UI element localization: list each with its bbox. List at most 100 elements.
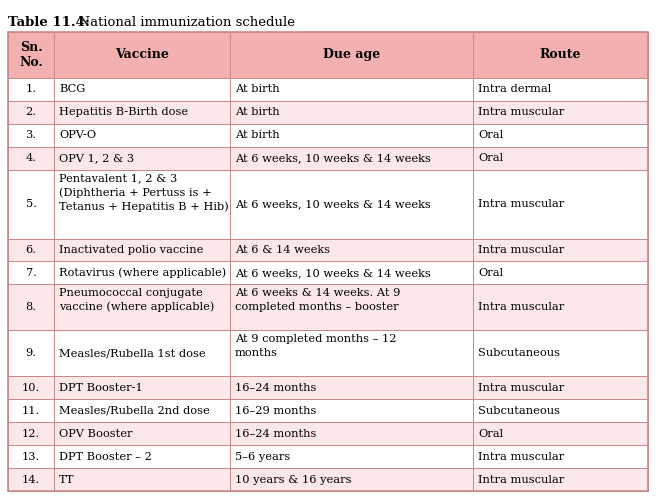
Bar (8, 124, 54, 147)
Bar (54, 32, 230, 78)
Bar (8, 101, 54, 124)
Bar (473, 422, 648, 445)
Text: 10 years & 16 years: 10 years & 16 years (235, 475, 352, 485)
Bar (473, 399, 648, 422)
Bar (230, 330, 473, 376)
Bar (473, 101, 648, 124)
Text: Intra muscular: Intra muscular (478, 199, 565, 209)
Text: Oral: Oral (478, 429, 503, 439)
Text: 5.: 5. (26, 199, 37, 209)
Bar (230, 170, 473, 239)
Bar (54, 422, 230, 445)
Text: At 6 & 14 weeks: At 6 & 14 weeks (235, 245, 330, 255)
Text: At birth: At birth (235, 130, 279, 140)
Text: 16–24 months: 16–24 months (235, 383, 316, 393)
Bar (473, 376, 648, 399)
Text: 5–6 years: 5–6 years (235, 452, 291, 462)
Bar (473, 124, 648, 147)
Bar (54, 124, 230, 147)
Bar (473, 261, 648, 284)
Text: 3.: 3. (26, 130, 37, 140)
Bar (230, 468, 473, 491)
Bar (230, 399, 473, 422)
Text: Subcutaneous: Subcutaneous (478, 348, 560, 358)
Bar (8, 445, 54, 468)
Bar (54, 468, 230, 491)
Text: At birth: At birth (235, 107, 279, 117)
Bar (473, 445, 648, 468)
Bar (54, 399, 230, 422)
Bar (54, 261, 230, 284)
Bar (54, 330, 230, 376)
Text: Pneumococcal conjugate
vaccine (where applicable): Pneumococcal conjugate vaccine (where ap… (59, 288, 215, 312)
Text: 10.: 10. (22, 383, 40, 393)
Text: Oral: Oral (478, 130, 503, 140)
Bar (8, 399, 54, 422)
Text: Route: Route (540, 48, 581, 61)
Bar (230, 284, 473, 330)
Text: At 6 weeks & 14 weeks. At 9
completed months – booster: At 6 weeks & 14 weeks. At 9 completed mo… (235, 288, 400, 312)
Text: Intra muscular: Intra muscular (478, 475, 565, 485)
Text: Due age: Due age (323, 48, 380, 61)
Bar (473, 239, 648, 261)
Text: Intra muscular: Intra muscular (478, 452, 565, 462)
Bar (54, 445, 230, 468)
Bar (8, 78, 54, 101)
Text: Intra muscular: Intra muscular (478, 107, 565, 117)
Bar (8, 147, 54, 170)
Text: OPV-O: OPV-O (59, 130, 96, 140)
Bar (54, 78, 230, 101)
Text: 4.: 4. (26, 153, 37, 163)
Text: 11.: 11. (22, 406, 40, 416)
Bar (473, 78, 648, 101)
Text: 1.: 1. (26, 84, 37, 94)
Bar (8, 284, 54, 330)
Text: At 6 weeks, 10 weeks & 14 weeks: At 6 weeks, 10 weeks & 14 weeks (235, 153, 431, 163)
Text: At 9 completed months – 12
months: At 9 completed months – 12 months (235, 334, 397, 358)
Bar (230, 239, 473, 261)
Text: Inactivated polio vaccine: Inactivated polio vaccine (59, 245, 203, 255)
Text: Vaccine: Vaccine (115, 48, 169, 61)
Bar (230, 147, 473, 170)
Text: 7.: 7. (26, 268, 37, 278)
Text: At birth: At birth (235, 84, 279, 94)
Text: At 6 weeks, 10 weeks & 14 weeks: At 6 weeks, 10 weeks & 14 weeks (235, 268, 431, 278)
Text: 6.: 6. (26, 245, 37, 255)
Text: 9.: 9. (26, 348, 37, 358)
Bar (8, 261, 54, 284)
Bar (473, 330, 648, 376)
Text: OPV Booster: OPV Booster (59, 429, 133, 439)
Text: Rotavirus (where applicable): Rotavirus (where applicable) (59, 267, 226, 278)
Text: Intra muscular: Intra muscular (478, 302, 565, 312)
Text: Pentavalent 1, 2 & 3
(Diphtheria + Pertuss is +
Tetanus + Hepatitis B + Hib): Pentavalent 1, 2 & 3 (Diphtheria + Pertu… (59, 174, 229, 212)
Bar (54, 101, 230, 124)
Text: Intra muscular: Intra muscular (478, 383, 565, 393)
Text: Measles/Rubella 1st dose: Measles/Rubella 1st dose (59, 348, 206, 358)
Text: National immunization schedule: National immunization schedule (70, 16, 295, 29)
Text: Oral: Oral (478, 153, 503, 163)
Bar (54, 376, 230, 399)
Bar (54, 284, 230, 330)
Bar (8, 239, 54, 261)
Bar (8, 170, 54, 239)
Bar (473, 170, 648, 239)
Text: Intra dermal: Intra dermal (478, 84, 552, 94)
Text: 2.: 2. (26, 107, 37, 117)
Text: Oral: Oral (478, 268, 503, 278)
Text: 8.: 8. (26, 302, 37, 312)
Bar (8, 422, 54, 445)
Bar (8, 32, 54, 78)
Text: OPV 1, 2 & 3: OPV 1, 2 & 3 (59, 153, 134, 163)
Bar (230, 78, 473, 101)
Bar (54, 147, 230, 170)
Bar (230, 261, 473, 284)
Bar (230, 124, 473, 147)
Text: Intra muscular: Intra muscular (478, 245, 565, 255)
Text: Measles/Rubella 2nd dose: Measles/Rubella 2nd dose (59, 406, 210, 416)
Bar (230, 32, 473, 78)
Text: Hepatitis B-Birth dose: Hepatitis B-Birth dose (59, 107, 188, 117)
Bar (473, 468, 648, 491)
Bar (8, 468, 54, 491)
Text: 12.: 12. (22, 429, 40, 439)
Bar (230, 376, 473, 399)
